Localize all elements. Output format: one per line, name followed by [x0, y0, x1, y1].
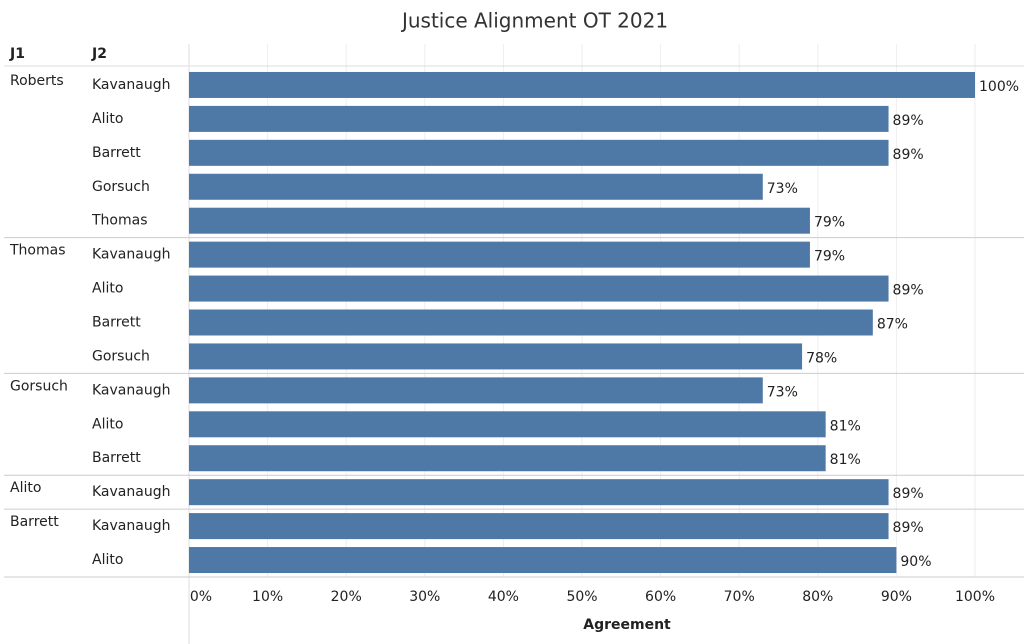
- value-label: 78%: [806, 350, 837, 366]
- x-tick-label: 90%: [881, 589, 912, 605]
- row-header: J2: [91, 46, 107, 62]
- value-label: 89%: [893, 486, 924, 502]
- bar: [189, 241, 810, 268]
- bar: [189, 275, 889, 302]
- j2-label: Alito: [92, 111, 123, 127]
- j2-label: Barrett: [92, 145, 141, 161]
- bar: [189, 411, 826, 438]
- value-label: 73%: [767, 181, 798, 197]
- x-axis-title: Agreement: [583, 617, 671, 633]
- bar: [189, 445, 826, 472]
- x-tick-label: 20%: [331, 589, 362, 605]
- value-label: 81%: [830, 452, 861, 468]
- x-tick-label: 70%: [724, 589, 755, 605]
- bar: [189, 207, 810, 234]
- x-tick-label: 30%: [409, 589, 440, 605]
- j2-label: Alito: [92, 281, 123, 297]
- j2-label: Barrett: [92, 450, 141, 466]
- bar: [189, 173, 763, 200]
- j1-label: Barrett: [10, 514, 59, 530]
- j2-label: Kavanaugh: [92, 484, 170, 500]
- value-label: 100%: [979, 79, 1019, 95]
- j2-label: Kavanaugh: [92, 247, 170, 263]
- x-tick-label: 50%: [566, 589, 597, 605]
- bar: [189, 71, 975, 98]
- bar: [189, 547, 897, 574]
- value-label: 89%: [893, 283, 924, 299]
- row-header: J1: [9, 46, 25, 62]
- value-label: 89%: [893, 147, 924, 163]
- bar: [189, 479, 889, 506]
- j2-label: Gorsuch: [92, 348, 150, 364]
- j1-label: Gorsuch: [10, 378, 68, 394]
- value-label: 89%: [893, 520, 924, 536]
- j2-label: Kavanaugh: [92, 77, 170, 93]
- value-label: 79%: [814, 249, 845, 265]
- j2-label: Alito: [92, 552, 123, 568]
- x-tick-label: 100%: [955, 589, 995, 605]
- j2-label: Barrett: [92, 315, 141, 331]
- bar: [189, 377, 763, 404]
- x-tick-label: 0%: [190, 589, 212, 605]
- chart-title: Justice Alignment OT 2021: [400, 9, 668, 33]
- j1-label: Alito: [10, 480, 41, 496]
- x-tick-label: 60%: [645, 589, 676, 605]
- value-label: 90%: [900, 554, 931, 570]
- x-tick-label: 40%: [488, 589, 519, 605]
- j2-label: Kavanaugh: [92, 518, 170, 534]
- bar: [189, 513, 889, 540]
- j2-label: Kavanaugh: [92, 382, 170, 398]
- value-label: 87%: [877, 317, 908, 333]
- value-label: 73%: [767, 384, 798, 400]
- bar: [189, 105, 889, 132]
- j1-label: Thomas: [9, 243, 66, 259]
- bar: [189, 139, 889, 166]
- value-label: 81%: [830, 418, 861, 434]
- j1-label: Roberts: [10, 73, 64, 89]
- j2-label: Thomas: [91, 213, 148, 229]
- bar: [189, 343, 803, 370]
- value-label: 89%: [893, 113, 924, 129]
- value-label: 79%: [814, 215, 845, 231]
- bar: [189, 309, 873, 336]
- j2-label: Alito: [92, 416, 123, 432]
- x-tick-label: 10%: [252, 589, 283, 605]
- x-tick-label: 80%: [802, 589, 833, 605]
- j2-label: Gorsuch: [92, 179, 150, 195]
